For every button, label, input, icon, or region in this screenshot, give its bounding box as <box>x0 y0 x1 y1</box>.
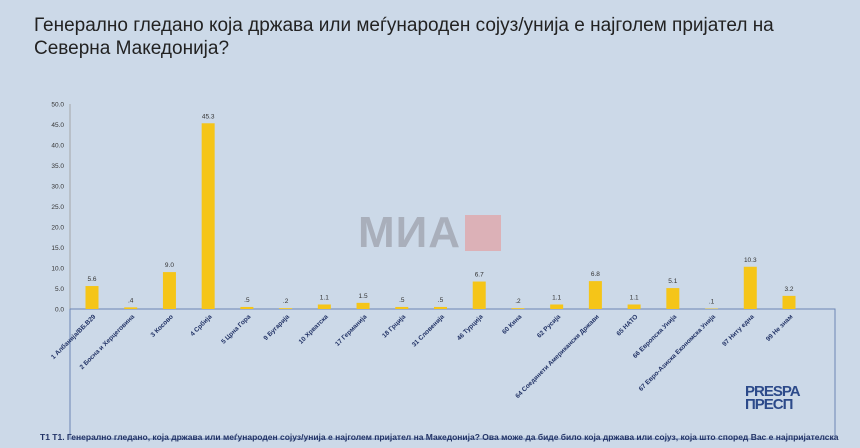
bar <box>240 306 254 309</box>
y-tick-label: 40.0 <box>51 143 64 150</box>
data-label: 1.5 <box>359 293 368 300</box>
data-label: 5.1 <box>668 278 677 285</box>
y-tick-label: 30.0 <box>51 184 64 191</box>
bar <box>279 308 293 309</box>
data-label: 45.3 <box>202 113 215 120</box>
x-tick-label: 4 Србија <box>188 312 213 337</box>
y-tick-label: 35.0 <box>51 163 64 170</box>
bar <box>317 304 331 309</box>
data-label: 1.1 <box>552 294 561 301</box>
data-label: .5 <box>244 297 250 304</box>
bar <box>356 302 370 309</box>
y-tick-label: 45.0 <box>51 122 64 129</box>
y-tick-label: 0.0 <box>55 307 64 314</box>
y-tick-label: 25.0 <box>51 204 64 211</box>
bar <box>124 307 138 309</box>
footnote: T1 T1. Генерално гледано, која држава ил… <box>40 432 839 442</box>
x-tick-label: 5 Црна Гора <box>220 313 252 345</box>
bar <box>511 308 525 309</box>
data-label: .5 <box>399 297 405 304</box>
bar <box>627 304 641 309</box>
watermark-logo: МИА <box>358 208 502 258</box>
x-tick-label: 31 Словенија <box>411 313 446 348</box>
data-label: 10.3 <box>744 257 757 264</box>
data-label: .1 <box>709 299 715 306</box>
chart-title: Генерално гледано која држава или меѓуна… <box>34 15 774 59</box>
bar <box>162 272 176 309</box>
y-tick-label: 50.0 <box>51 102 64 109</box>
x-tick-label: 3 Косово <box>150 313 175 338</box>
data-label: 1.1 <box>320 294 329 301</box>
prespa-logo: PRESPA ПРЕСП <box>745 383 801 413</box>
bar <box>395 306 409 309</box>
x-tick-label: 18 Грција <box>381 313 407 339</box>
bar <box>434 306 447 309</box>
plot-frame <box>69 308 836 440</box>
data-label: 9.0 <box>165 262 174 269</box>
x-tick-label: 67 Евро-Азиска Економска Унија <box>638 313 718 393</box>
data-label: 3.2 <box>784 286 793 293</box>
data-label: 6.8 <box>591 271 600 278</box>
bar <box>782 295 796 309</box>
data-label: .2 <box>283 298 289 305</box>
data-label: .2 <box>515 298 521 305</box>
x-tick-label: 65 НАТО <box>616 313 640 337</box>
x-tick-label: 60 Кина <box>501 313 524 336</box>
bar <box>588 281 602 309</box>
data-label: 5.6 <box>87 276 96 283</box>
data-label: 6.7 <box>475 272 484 279</box>
y-tick-label: 5.0 <box>55 286 64 293</box>
x-tick-label: 10 Хрватска <box>298 313 330 345</box>
data-label: .5 <box>438 297 444 304</box>
bar <box>85 286 99 309</box>
bar <box>550 304 564 309</box>
x-tick-label: 17 Германија <box>334 313 369 348</box>
x-tick-label: 99 Не знам <box>765 313 795 343</box>
data-label: .4 <box>128 297 134 304</box>
y-tick-label: 20.0 <box>51 225 64 232</box>
x-tick-label: 97 Ниту една <box>721 313 756 348</box>
x-tick-label: 62 Русија <box>536 313 562 339</box>
bar <box>472 281 486 309</box>
bar <box>201 123 215 310</box>
x-tick-label: 46 Турција <box>456 313 485 342</box>
x-tick-label: 64 Соединети Американски Држави <box>514 313 600 399</box>
y-tick-label: 15.0 <box>51 245 64 252</box>
bar <box>666 288 680 309</box>
bar <box>743 266 757 309</box>
data-label: 1.1 <box>630 294 639 301</box>
x-tick-label: 9 Бугарија <box>262 313 291 342</box>
y-tick-label: 10.0 <box>51 266 64 273</box>
